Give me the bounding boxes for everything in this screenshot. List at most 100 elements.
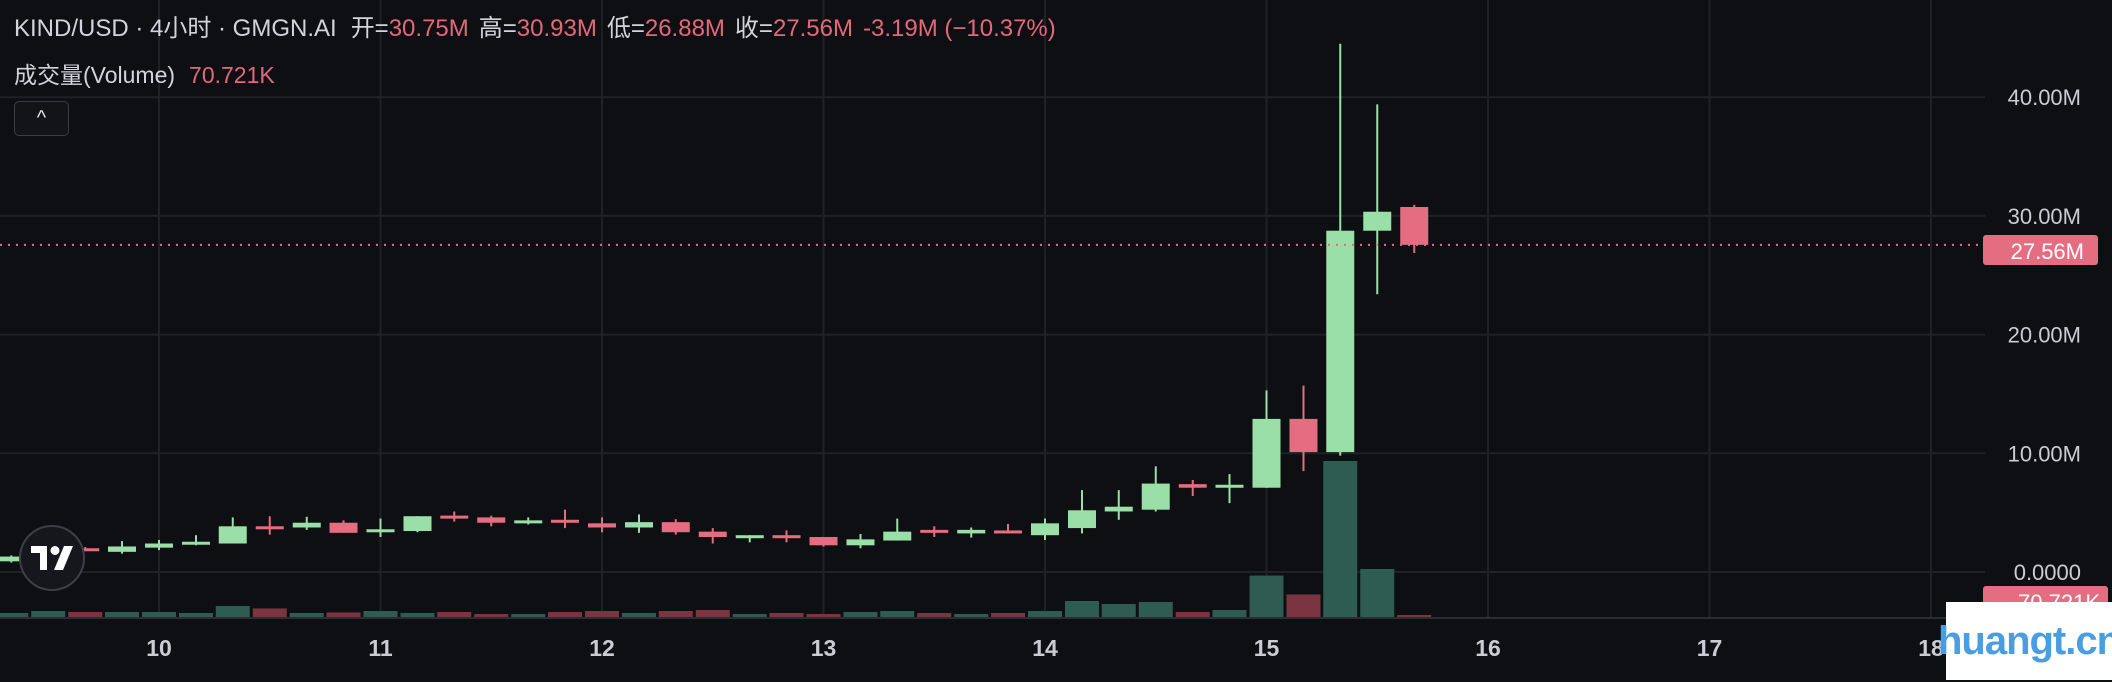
candle-body	[661, 522, 690, 533]
low-label: 低=	[606, 15, 645, 42]
candle-body	[588, 523, 616, 528]
volume-bar	[1249, 575, 1284, 617]
candle-body	[181, 541, 210, 545]
time-tick-label: 12	[589, 635, 615, 661]
volume-bars	[0, 461, 1432, 617]
volume-legend-value: 70.721K	[189, 62, 275, 88]
volume-bar	[548, 612, 583, 617]
volume-bar	[363, 611, 398, 617]
candle-body	[883, 531, 912, 541]
volume-bar	[289, 613, 324, 617]
candle-body	[477, 517, 506, 523]
volume-bar	[68, 612, 103, 617]
candle-body	[292, 522, 321, 528]
candle-body	[1326, 230, 1355, 453]
volume-bar	[1323, 461, 1358, 617]
grid-lines	[0, 0, 1985, 617]
ohlc-legend: KIND/USD · 4小时 · GMGN.AI 开= 30.75M 高= 30.9…	[14, 8, 1066, 43]
volume-bar	[1138, 602, 1173, 617]
volume-bar	[1360, 569, 1395, 617]
volume-bar	[732, 614, 767, 617]
time-tick-label: 14	[1032, 635, 1058, 661]
close-label: 收=	[734, 15, 773, 42]
time-tick-label: 17	[1697, 635, 1723, 661]
candle-body	[957, 529, 986, 534]
candle-body	[1363, 211, 1392, 231]
volume-bar	[0, 613, 29, 617]
volume-bar	[511, 614, 546, 617]
tradingview-logo[interactable]	[19, 525, 85, 591]
high-value: 30.93M	[516, 15, 597, 42]
candle-body	[551, 519, 580, 523]
candle-body	[846, 539, 875, 546]
volume-bar	[400, 613, 435, 617]
volume-bar	[105, 612, 140, 617]
watermark-text: huangt.cn	[1937, 618, 2112, 663]
candle-body	[440, 515, 469, 519]
symbol-title: KIND/USD · 4小时 · GMGN.AI	[14, 15, 337, 42]
volume-bar	[1397, 614, 1432, 617]
candle-body	[1289, 418, 1318, 453]
candle-body	[71, 548, 100, 552]
candle-body	[255, 526, 284, 530]
volume-bar	[806, 614, 841, 617]
volume-bar	[437, 612, 472, 617]
volume-bar	[658, 611, 693, 617]
volume-bar	[880, 611, 915, 617]
candle-body	[329, 522, 358, 533]
volume-bar	[954, 614, 989, 617]
volume-bar	[31, 611, 66, 617]
open-value: 30.75M	[388, 15, 469, 42]
volume-bar	[1212, 610, 1247, 617]
low-value: 26.88M	[644, 15, 725, 42]
volume-bar	[991, 613, 1026, 617]
high-label: 高=	[478, 15, 517, 42]
volume-bar	[769, 613, 804, 617]
price-tick-label: 0.0000	[2014, 560, 2081, 585]
candle-body	[920, 529, 949, 533]
candle-body	[735, 535, 764, 539]
volume-bar	[215, 606, 250, 617]
time-tick-label: 10	[146, 635, 172, 661]
volume-bar	[178, 613, 213, 617]
volume-bar	[1101, 604, 1136, 617]
price-tick-label: 10.00M	[2008, 441, 2081, 466]
candle-body	[366, 529, 395, 533]
volume-bar	[1175, 612, 1210, 617]
candle-body	[1104, 506, 1133, 512]
candle-body	[218, 526, 247, 544]
time-axis[interactable]: 10 11 12 13 14 15 16 17 18	[146, 635, 1944, 661]
candle-body	[1215, 484, 1244, 488]
candle-body	[1252, 418, 1281, 488]
candle-body	[809, 536, 838, 546]
candle-body	[514, 520, 543, 524]
candle-body	[624, 522, 653, 528]
time-tick-label: 16	[1475, 635, 1501, 661]
change-value: -3.19M (−10.37%)	[863, 15, 1056, 42]
volume-bar	[1028, 611, 1062, 617]
chevron-up-icon: ^	[36, 107, 47, 129]
volume-bar	[585, 611, 619, 617]
volume-bar	[326, 612, 361, 617]
candles	[0, 43, 1429, 563]
time-tick-label: 15	[1254, 635, 1280, 661]
time-tick-label: 18	[1918, 635, 1944, 661]
candle-body	[698, 531, 727, 537]
volume-legend-label: 成交量(Volume)	[14, 62, 176, 88]
candle-body	[772, 535, 801, 539]
volume-bar	[621, 613, 656, 617]
candle-body	[108, 546, 137, 552]
watermark: huangt.cn	[1938, 602, 2112, 680]
volume-bar	[1064, 601, 1099, 617]
collapse-legend-button[interactable]: ^	[14, 101, 69, 136]
close-value: 27.56M	[772, 15, 853, 42]
candle-body	[145, 543, 173, 548]
volume-legend: 成交量(Volume) 70.721K	[14, 56, 275, 90]
volume-bar	[695, 610, 730, 617]
price-tick-label: 30.00M	[2008, 204, 2081, 229]
price-axis[interactable]: 0.0000 10.00M 20.00M 30.00M 40.00M	[2008, 85, 2081, 585]
candle-body	[1067, 510, 1096, 529]
volume-bar	[917, 613, 952, 617]
volume-bar	[252, 608, 287, 617]
